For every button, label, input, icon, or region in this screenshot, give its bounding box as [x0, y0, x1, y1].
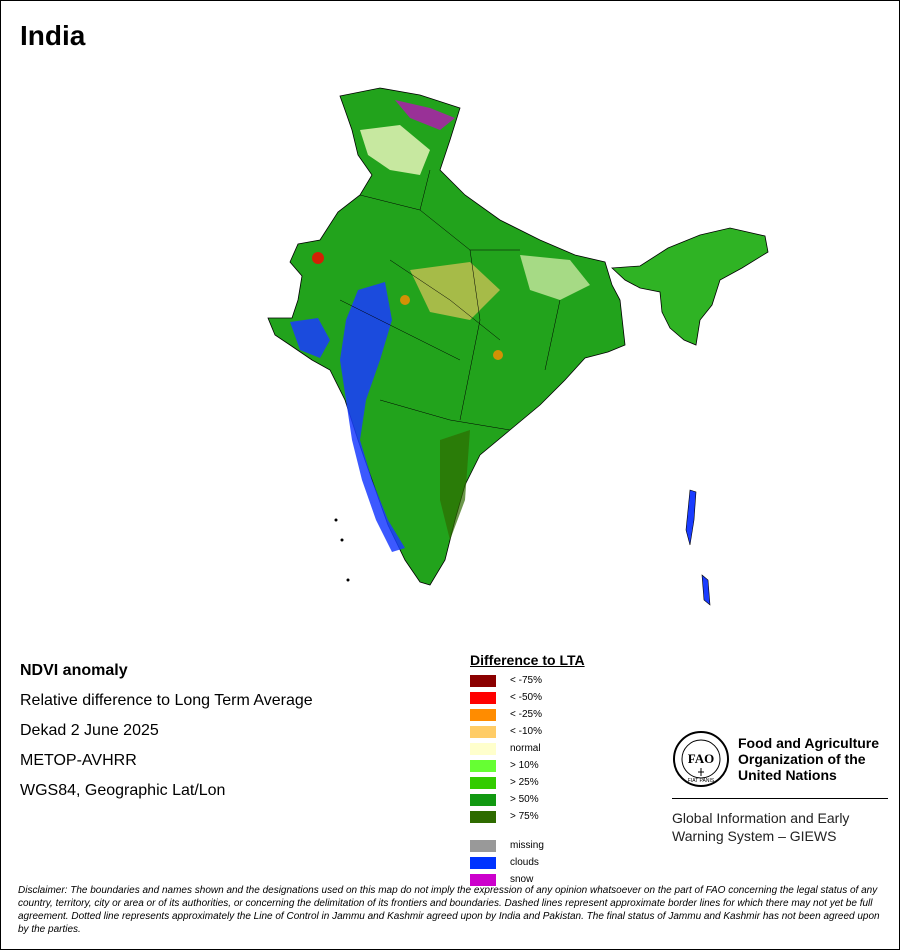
period: Dekad 2 June 2025 [20, 722, 159, 739]
andaman-islands [685, 489, 697, 546]
legend-swatch [470, 674, 496, 687]
legend-item: normal [470, 740, 585, 757]
ndvi-anomaly-map [267, 87, 769, 606]
legend-swatch [470, 759, 496, 772]
legend-label: > 75% [510, 811, 539, 822]
fao-logo-text: FAO [688, 751, 714, 766]
india-northeast [611, 227, 769, 346]
deficit-patch [493, 350, 503, 360]
page-title: India [20, 20, 86, 51]
giews-name: Global Information and Early Warning Sys… [672, 810, 850, 844]
fao-branding: FAO FIAT PANIS Food and Agriculture Orga… [672, 730, 892, 845]
legend-swatch [470, 810, 496, 823]
lakshadweep-islands [346, 578, 350, 582]
legend: Difference to LTA < -75% < -50% < -25% < -1… [470, 652, 585, 888]
fao-divider [672, 798, 888, 799]
normal-area-central [410, 262, 500, 320]
fao-logo: FAO FIAT PANIS [673, 731, 729, 787]
lakshadweep-islands [340, 538, 344, 542]
legend-title: Difference to LTA [470, 652, 585, 668]
legend-item: < -75% [470, 672, 585, 689]
snow-area [395, 100, 455, 130]
deficit-patch [312, 252, 324, 264]
product-name: NDVI anomaly [20, 662, 128, 679]
legend-item: missing [470, 837, 585, 854]
deficit-patch [400, 295, 410, 305]
product-description: Relative difference to Long Term Average [20, 692, 313, 709]
cloud-area-gujarat [290, 318, 330, 358]
legend-item: < -25% [470, 706, 585, 723]
legend-item: < -50% [470, 689, 585, 706]
legend-item: clouds [470, 854, 585, 871]
legend-label: < -25% [510, 709, 542, 720]
state-borders [339, 169, 561, 431]
india-mainland [267, 87, 626, 586]
normal-area-east [520, 255, 590, 300]
legend-item: > 75% [470, 808, 585, 825]
legend-swatch [470, 725, 496, 738]
sensor: METOP-AVHRR [20, 752, 137, 769]
legend-item: < -10% [470, 723, 585, 740]
legend-swatch [470, 742, 496, 755]
fao-name: Food and Agriculture Organization of the… [738, 735, 880, 783]
nicobar-islands [701, 574, 711, 606]
legend-item: > 25% [470, 774, 585, 791]
legend-label: > 50% [510, 794, 539, 805]
high-ndvi-area [440, 430, 470, 540]
legend-label: < -10% [510, 726, 542, 737]
legend-items: < -75% < -50% < -25% < -10% normal > 10% > 25%… [470, 672, 585, 825]
legend-label: > 10% [510, 760, 539, 771]
legend-swatch [470, 793, 496, 806]
legend-item: > 50% [470, 791, 585, 808]
legend-label: < -75% [510, 675, 542, 686]
legend-swatch [470, 856, 496, 869]
fao-logo-motto: FIAT PANIS [688, 778, 715, 784]
projection: WGS84, Geographic Lat/Lon [20, 782, 226, 799]
legend-swatch [470, 708, 496, 721]
legend-swatch [470, 839, 496, 852]
legend-item: snow [470, 871, 585, 888]
legend-item: > 10% [470, 757, 585, 774]
legend-label: clouds [510, 857, 539, 868]
legend-label: normal [510, 743, 541, 754]
cloud-area-west [340, 282, 405, 552]
disclaimer: Disclaimer: The boundaries and names sho… [18, 885, 880, 935]
legend-label: < -50% [510, 692, 542, 703]
legend-label: missing [510, 840, 544, 851]
legend-swatch [470, 691, 496, 704]
legend-extra-items: missing clouds snow [470, 837, 585, 888]
normal-area-north [360, 125, 430, 175]
map-info: NDVI anomaly Relative difference to Long… [20, 656, 313, 806]
legend-swatch [470, 776, 496, 789]
lakshadweep-islands [334, 518, 338, 522]
legend-label: > 25% [510, 777, 539, 788]
legend-label: snow [510, 874, 534, 885]
legend-swatch [470, 873, 496, 886]
